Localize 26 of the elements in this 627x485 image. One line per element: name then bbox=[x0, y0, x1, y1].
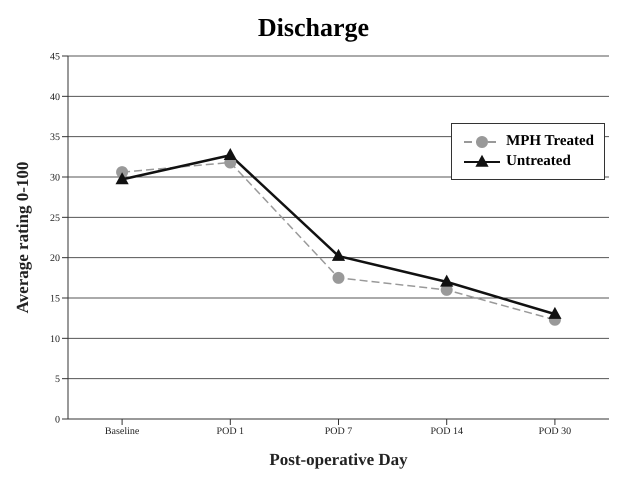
y-tick-label: 20 bbox=[50, 253, 60, 264]
point bbox=[116, 172, 129, 184]
y-tick-label: 5 bbox=[55, 374, 60, 386]
y-tick-label: 45 bbox=[50, 52, 60, 63]
point bbox=[332, 248, 346, 261]
y-tick-label: 25 bbox=[50, 212, 60, 224]
point bbox=[548, 306, 562, 319]
y-tick-label: 40 bbox=[50, 92, 60, 103]
x-axis-title: Post-operative Day bbox=[269, 450, 408, 469]
y-axis-title: Average rating 0-100 bbox=[13, 162, 32, 314]
y-tick-label: 0 bbox=[55, 414, 60, 426]
y-tick-label: 15 bbox=[50, 294, 60, 305]
y-tick-label: 10 bbox=[50, 334, 60, 345]
chart-title: Discharge bbox=[256, 12, 370, 44]
x-tick-label: POD 1 bbox=[216, 426, 244, 438]
x-tick-label: Baseline bbox=[104, 426, 140, 438]
x-tick-label: POD 7 bbox=[324, 426, 352, 438]
y-tick-label: 30 bbox=[50, 172, 60, 184]
x-tick-label: POD 30 bbox=[538, 426, 572, 438]
point bbox=[440, 274, 454, 287]
x-tick-label: POD 14 bbox=[430, 426, 463, 438]
point bbox=[332, 272, 344, 284]
legend-label: Untreated bbox=[506, 153, 571, 170]
point bbox=[224, 148, 237, 160]
y-tick-label: 35 bbox=[50, 132, 60, 144]
legend-label: MPH Treated bbox=[506, 133, 594, 150]
